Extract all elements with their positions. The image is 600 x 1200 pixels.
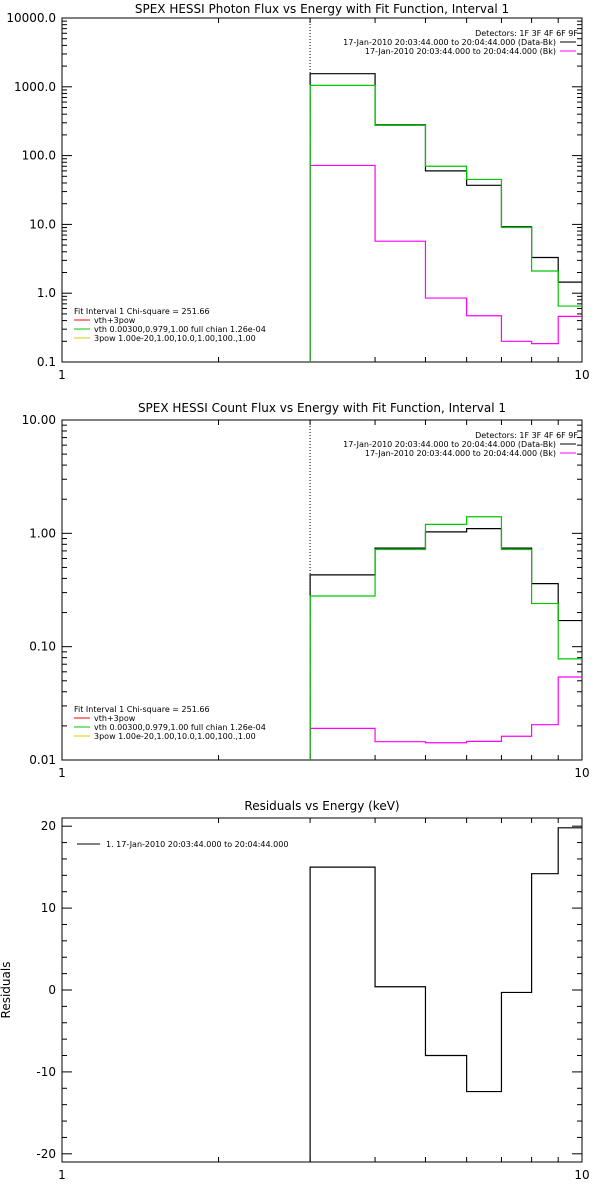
y-tick-label: 10.00 (22, 413, 56, 427)
photon-flux-panel: SPEX HESSI Photon Flux vs Energy with Fi… (6, 2, 589, 382)
fit-legend-label: vth+3pow (94, 316, 136, 325)
plot-frame (61, 419, 583, 761)
y-tick-label: 0 (48, 983, 56, 997)
y-tick-label: 1.0 (37, 286, 56, 300)
y-tick-label: -10 (36, 1065, 56, 1079)
legend-label: 17-Jan-2010 20:03:44.000 to 20:04:44.000… (343, 38, 556, 47)
legend-label: 1. 17-Jan-2010 20:03:44.000 to 20:04:44.… (106, 840, 288, 849)
legend-label: 17-Jan-2010 20:03:44.000 to 20:04:44.000… (343, 440, 556, 449)
legend-header: Detectors: 1F 3F 4F 6F 9F (475, 29, 578, 38)
x-tick-label: 1 (58, 1168, 66, 1182)
x-tick-label: 10 (574, 1168, 589, 1182)
y-tick-label: 1.00 (29, 526, 56, 540)
y-tick-label: -20 (36, 1147, 56, 1161)
fit-legend-title: Fit Interval 1 Chi-square = 251.66 (74, 705, 210, 714)
x-tick-label: 1 (58, 766, 66, 780)
fit-legend-label: 3pow 1.00e-20,1.00,10.0,1.00,100.,1.00 (94, 334, 256, 343)
legend-header: Detectors: 1F 3F 4F 6F 9F (475, 431, 578, 440)
legend-label: 17-Jan-2010 20:03:44.000 to 20:04:44.000… (365, 449, 556, 458)
count-flux-panel: SPEX HESSI Count Flux vs Energy with Fit… (22, 401, 590, 780)
series-line-1 (309, 676, 582, 760)
residuals-y-axis-label: Residuals (0, 962, 13, 1019)
fit-legend-label: vth 0.00300,0.979,1.00 full chian 1.26e-… (94, 723, 266, 732)
x-tick-label: 10 (574, 368, 589, 382)
y-tick-label: 10.0 (29, 217, 56, 231)
plot-frame (61, 817, 583, 1163)
legend-label: 17-Jan-2010 20:03:44.000 to 20:04:44.000… (365, 47, 556, 56)
x-tick-label: 1 (58, 368, 66, 382)
fit-legend-label: 3pow 1.00e-20,1.00,10.0,1.00,100.,1.00 (94, 732, 256, 741)
residuals-title: Residuals vs Energy (keV) (244, 799, 399, 813)
y-tick-label: 1000.0 (14, 80, 56, 94)
count-flux-title: SPEX HESSI Count Flux vs Energy with Fit… (138, 401, 506, 415)
y-tick-label: 10000.0 (6, 11, 56, 25)
series-line-0 (309, 528, 582, 760)
fit-legend-label: vth 0.00300,0.979,1.00 full chian 1.26e-… (94, 325, 266, 334)
series-line-2 (309, 516, 582, 760)
y-tick-label: 0.10 (29, 640, 56, 654)
photon-flux-title: SPEX HESSI Photon Flux vs Energy with Fi… (135, 2, 509, 16)
residuals-panel: Residuals vs Energy (keV) Residuals 1 10 -… (0, 799, 590, 1182)
series-line-0 (309, 827, 582, 1162)
series-line-1 (309, 164, 582, 362)
plot-frame (61, 17, 583, 363)
y-tick-label: 0.1 (37, 355, 56, 369)
fit-legend-label: vth+3pow (94, 714, 136, 723)
y-tick-label: 20 (41, 819, 56, 833)
x-tick-label: 10 (574, 766, 589, 780)
y-tick-label: 0.01 (29, 753, 56, 767)
fit-legend-title: Fit Interval 1 Chi-square = 251.66 (74, 307, 210, 316)
y-tick-label: 100.0 (22, 149, 56, 163)
series-line-2 (309, 84, 582, 362)
y-tick-label: 10 (41, 901, 56, 915)
series-line-0 (309, 73, 582, 362)
